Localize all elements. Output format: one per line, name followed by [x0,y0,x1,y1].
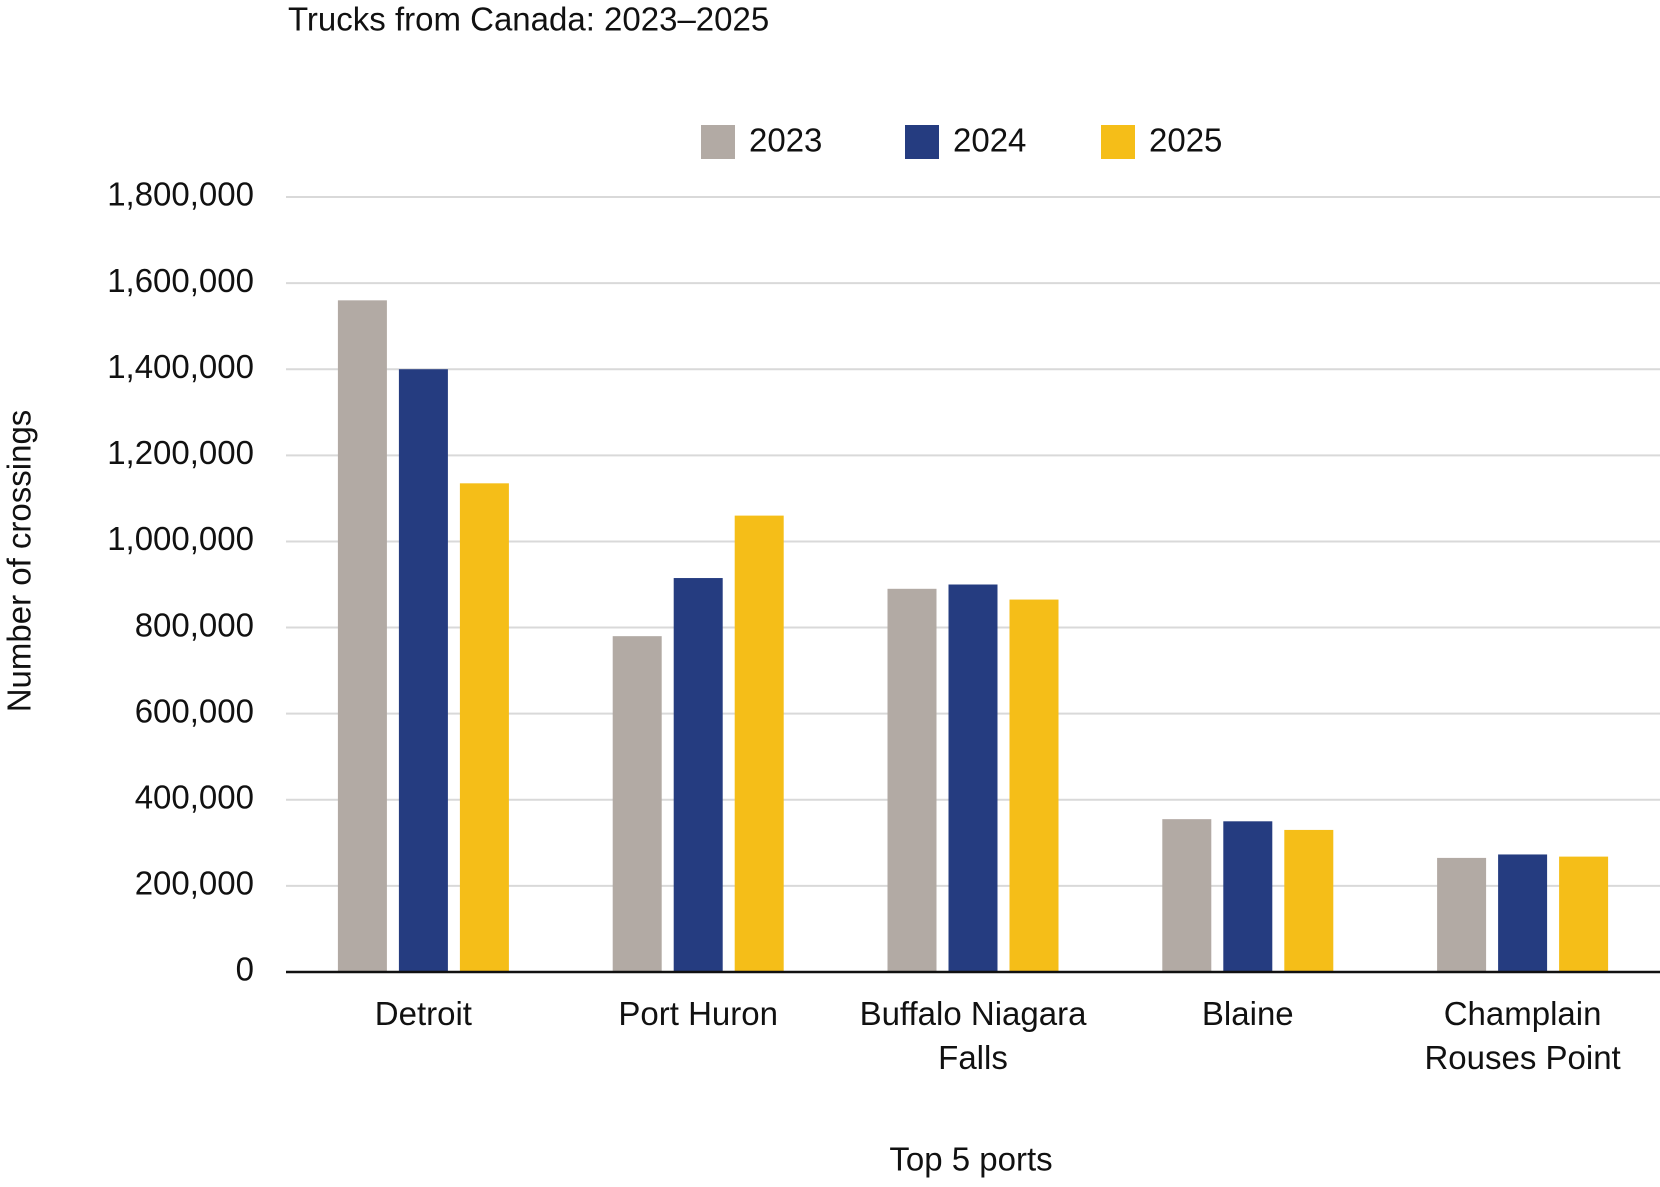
y-axis-title: Number of crossings [1,410,38,713]
bar [1009,599,1059,972]
y-tick-label: 800,000 [135,606,254,643]
bar [1162,819,1212,972]
x-axis-title: Top 5 ports [889,1141,1052,1178]
bar [673,578,723,972]
y-tick-label: 1,800,000 [107,176,254,213]
x-tick-label: Port Huron [618,995,778,1032]
y-tick-label: 1,600,000 [107,262,254,299]
legend-label: 2024 [953,122,1026,159]
y-tick-label: 1,000,000 [107,520,254,557]
y-tick-label: 600,000 [135,692,254,729]
bar [459,483,509,972]
bar [337,300,387,972]
bar [398,369,448,972]
y-tick-label: 200,000 [135,865,254,902]
legend-swatch [1101,125,1135,159]
legend-label: 2023 [749,122,822,159]
legend-label: 2025 [1149,122,1222,159]
bar [1498,854,1548,972]
x-tick-label: Detroit [374,995,472,1032]
bar [1437,857,1487,972]
y-tick-label: 1,400,000 [107,348,254,385]
y-tick-label: 1,200,000 [107,434,254,471]
y-tick-label: 400,000 [135,778,254,815]
chart-title: Trucks from Canada: 2023–2025 [288,1,769,38]
bar [1559,856,1609,972]
bar [612,636,662,972]
bar [734,515,784,972]
bar [887,588,937,972]
y-tick-label: 0 [236,951,254,988]
bar [1223,821,1273,972]
legend-swatch [701,125,735,159]
bar [1284,829,1334,972]
x-tick-label: Buffalo Niagara Falls [859,995,1087,1076]
x-tick-label: Champlain Rouses Point [1424,995,1621,1076]
x-tick-label: Blaine [1201,995,1294,1032]
legend-swatch [905,125,939,159]
bar [948,584,998,972]
